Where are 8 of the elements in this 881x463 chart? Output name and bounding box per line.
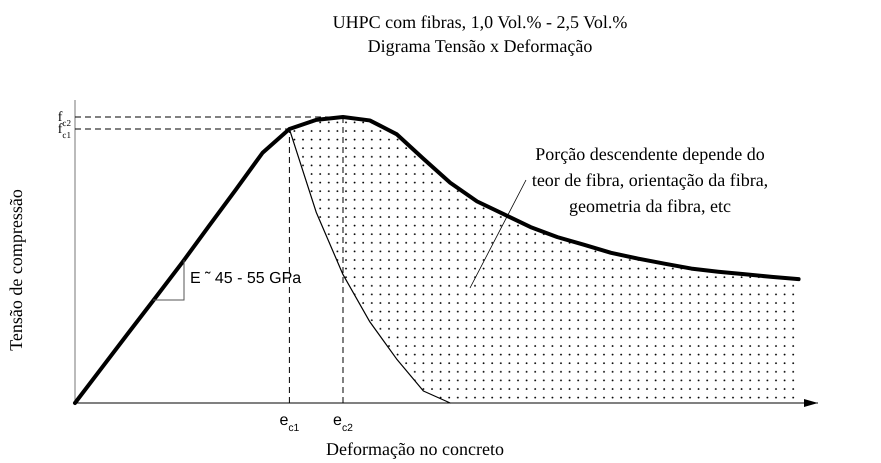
chart-subtitle: Digrama Tensão x Deformação	[368, 36, 592, 56]
x-tick-label: e$_{c1}$	[279, 412, 300, 434]
y-axis-title: Tensão de compressão	[6, 189, 26, 351]
x-axis-title: Deformação no concreto	[326, 439, 504, 459]
annotation: Porção descendente depende do teor de fibra, orientação da fibra, geometria da fibra, etc	[532, 144, 768, 216]
annotation: E ˜ 45 - 55 GPa	[190, 270, 302, 287]
chart-title: UHPC com fibras, 1,0 Vol.% - 2,5 Vol.%	[332, 12, 628, 32]
x-tick-label: e$_{c2}$	[333, 412, 354, 434]
